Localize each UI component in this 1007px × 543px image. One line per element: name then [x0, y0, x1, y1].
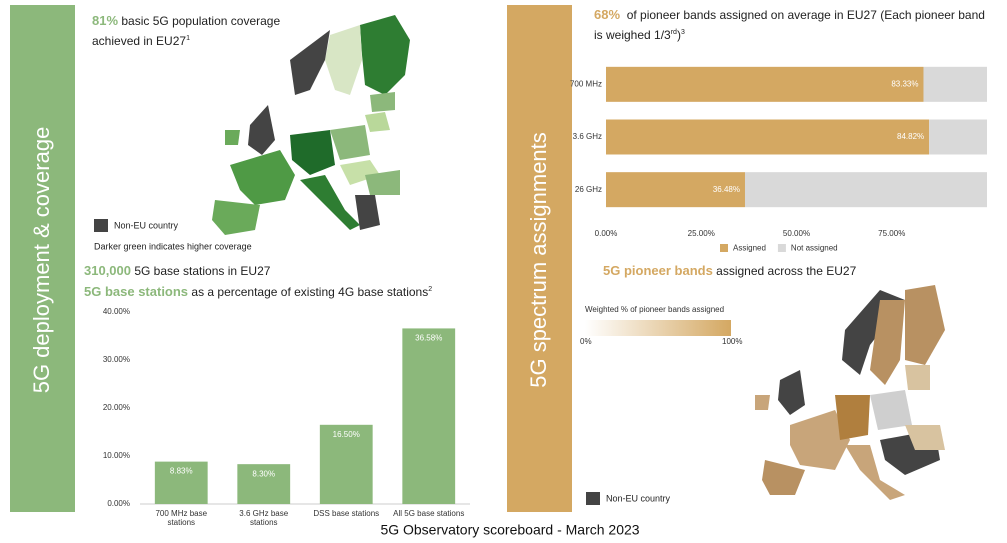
side-title: 5G spectrum assignments	[526, 132, 551, 388]
right-band	[507, 5, 572, 512]
value-label: 36.48%	[713, 185, 740, 194]
value-label: 8.30%	[252, 469, 275, 478]
legend-label: Not assigned	[791, 244, 838, 253]
footer: 5G Observatory scoreboard - March 2023	[380, 522, 639, 538]
bands-heading: 5G pioneer bands assigned across the EU2…	[603, 262, 983, 280]
note: 3	[680, 29, 685, 36]
map-legend: Non-EU country	[114, 220, 179, 230]
bar	[402, 328, 456, 504]
bar-segment	[744, 172, 987, 208]
side-title: 5G deployment & coverage	[29, 127, 54, 394]
x-tick-label: 25.00%	[688, 229, 715, 238]
value-label: 16.50%	[333, 430, 360, 439]
value-label: 83.33%	[891, 79, 918, 88]
legend-swatch	[720, 244, 728, 252]
x-tick-label: 50.00%	[783, 229, 810, 238]
y-tick-label: 3.6 GHz	[573, 132, 602, 141]
coverage-heading: 81% basic 5G population coverage achieve…	[92, 12, 292, 50]
map-caption: Darker green indicates higher coverage	[94, 241, 252, 251]
map-legend: Non-EU country	[606, 493, 671, 503]
bar	[154, 461, 208, 504]
left-band	[10, 5, 75, 512]
text: 5G base stations in EU27	[134, 264, 271, 278]
text: as a percentage of existing 4G base stat…	[191, 285, 429, 299]
text: of pioneer bands assigned on average in …	[594, 8, 985, 42]
text: )	[676, 28, 681, 42]
bar-segment	[929, 119, 987, 155]
x-tick-label: All 5G base stations	[393, 509, 464, 518]
note: 2	[428, 286, 433, 293]
value-label: 84.82%	[897, 132, 924, 141]
highlight: 5G base stations	[84, 284, 189, 299]
bar-segment	[606, 66, 924, 102]
y-tick-label: 26 GHz	[575, 185, 602, 194]
bar	[237, 464, 291, 504]
y-tick-label: 700 MHz	[570, 79, 602, 88]
coverage-map	[212, 15, 410, 235]
value-label: 8.83%	[170, 467, 193, 476]
scale-min: 0%	[580, 337, 592, 346]
value-label: 36.58%	[415, 334, 442, 343]
x-tick-label: 700 MHz base stations	[155, 509, 207, 527]
legend-label: Assigned	[733, 244, 766, 253]
y-tick-label: 10.00%	[103, 451, 130, 460]
scale-max: 100%	[722, 337, 742, 346]
legend-swatch	[94, 219, 108, 232]
y-tick-label: 30.00%	[103, 355, 130, 364]
bar-segment	[606, 172, 745, 208]
x-tick-label: 75.00%	[878, 229, 905, 238]
share-heading: 5G base stations as a percentage of exis…	[84, 281, 494, 301]
x-tick-label: 3.6 GHz base stations	[239, 509, 288, 527]
highlight: 5G pioneer bands	[603, 263, 713, 278]
legend-swatch	[777, 244, 786, 252]
y-tick-label: 20.00%	[103, 403, 130, 412]
average-heading: 68% of pioneer bands assigned on average…	[594, 6, 994, 44]
y-tick-label: 40.00%	[103, 307, 130, 316]
scale-bar	[585, 320, 731, 336]
highlight: 68%	[594, 7, 621, 22]
bands-map	[755, 285, 945, 500]
note: 1	[186, 35, 190, 42]
legend-swatch	[586, 492, 600, 505]
stations-heading: 310,000 5G base stations in EU27	[84, 262, 484, 280]
y-tick-label: 0.00%	[107, 499, 130, 508]
x-tick-label: 0.00%	[595, 229, 618, 238]
text: assigned across the EU27	[716, 264, 857, 278]
scale-title: Weighted % of pioneer bands assigned	[585, 305, 724, 314]
text: basic 5G population coverage achieved in…	[92, 14, 281, 48]
bar-segment	[923, 66, 987, 102]
sup: rd	[670, 29, 677, 36]
x-tick-label: DSS base stations	[313, 509, 379, 518]
highlight: 81%	[92, 13, 119, 28]
bar	[319, 424, 373, 504]
highlight: 310,000	[84, 263, 131, 278]
bar-segment	[606, 119, 930, 155]
